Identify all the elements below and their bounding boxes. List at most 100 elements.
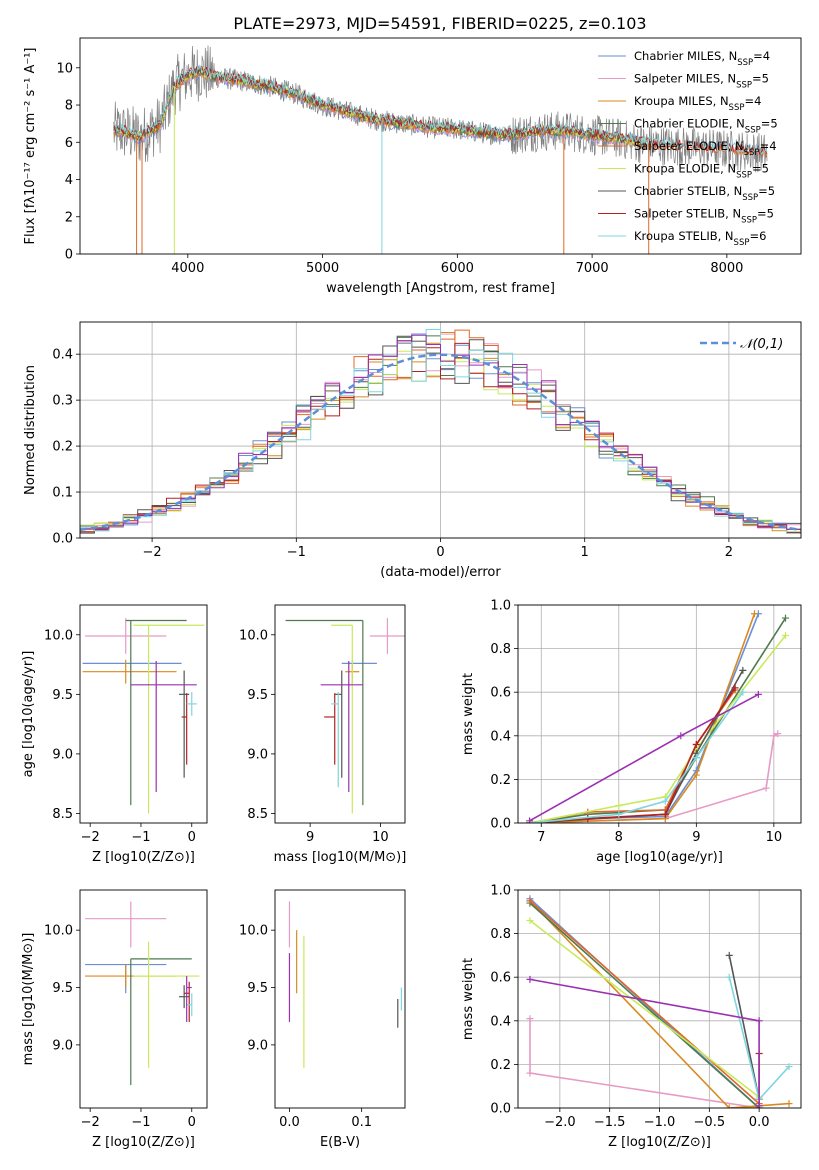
cumulative-marker [526, 897, 534, 905]
y-tick-label: 0.2 [52, 440, 73, 455]
y-tick-label: 9.0 [247, 747, 268, 762]
x-tick-label: 9 [692, 830, 700, 845]
y-tick-label: 0.0 [490, 817, 511, 832]
x-tick-label: −2 [143, 545, 162, 560]
y-tick-label: 0.2 [490, 1058, 511, 1073]
x-tick-label: 0.0 [749, 1115, 770, 1130]
cumulative-marker [785, 1100, 793, 1108]
y-tick-label: 0.8 [490, 927, 511, 942]
plot-frame [79, 37, 802, 255]
errorbars [288, 901, 402, 1068]
y-tick-label: 10.0 [44, 628, 73, 643]
cumulative-marker [762, 784, 770, 792]
x-tick-label: −1 [287, 545, 306, 560]
x-tick-label: 0.0 [279, 1115, 300, 1130]
x-tick-label: 0 [188, 830, 196, 845]
age-vs-mass-panel: 9 10 8.5 9.0 9.5 10.0 mass [log10(M/M⊙)] [239, 604, 407, 865]
cumulative-marker [754, 690, 762, 698]
x-tick-label: 7000 [576, 261, 609, 276]
y-tick-label: 10.0 [239, 628, 268, 643]
y-tick-label: 9.5 [52, 688, 73, 703]
cumulative-marker [781, 632, 789, 640]
x-tick-label: 8 [615, 830, 623, 845]
cumulative-marker [785, 1063, 793, 1071]
y-tick-label: 0.0 [490, 1102, 511, 1117]
x-axis-label: Z [log10(Z/Z⊙)] [92, 1135, 195, 1150]
cumulative-marker [774, 730, 782, 738]
cumulative-marker [526, 975, 534, 983]
x-tick-label: 0.1 [351, 1115, 372, 1130]
y-axis-label: Flux [fλ10⁻¹⁷ erg cm⁻² s⁻¹ A⁻¹] [23, 48, 38, 245]
cumulative-marker [739, 666, 747, 674]
spectrum-panel: 4000 5000 6000 7000 8000 0 2 4 6 8 10 wavelength [A… [23, 37, 802, 296]
y-tick-label: 0.8 [490, 642, 511, 657]
y-tick-label: 0.6 [490, 686, 511, 701]
cumulative-line-chabrier-elodie [529, 902, 760, 1108]
cumulative-lines [526, 610, 789, 823]
y-tick-label: 8.5 [52, 807, 73, 822]
cumulative-marker [725, 1104, 733, 1108]
x-axis-label: Z [log10(Z/Z⊙)] [92, 850, 195, 865]
y-tick-label: 0 [65, 248, 73, 263]
y-tick-label: 1.0 [490, 599, 511, 614]
legend-label: 𝒩(0,1) [740, 337, 783, 352]
x-tick-label: −2 [81, 830, 100, 845]
x-tick-label: 0 [436, 545, 444, 560]
cumulative-marker [725, 951, 733, 959]
errorbars [82, 618, 205, 814]
plot-frame [79, 321, 802, 539]
x-axis-label: (data-model)/error [380, 565, 501, 580]
cumulative-marker [677, 732, 685, 740]
cumulative-marker [770, 732, 778, 740]
plot-frame [79, 604, 208, 824]
y-tick-label: 10.0 [44, 924, 73, 939]
y-tick-label: 10.0 [239, 924, 268, 939]
y-tick-label: 9.0 [52, 747, 73, 762]
errorbars [285, 618, 405, 814]
cumulative-marker [750, 610, 758, 618]
cumulative-line-kroupa-elodie [529, 919, 760, 1098]
cumulative-lines [526, 895, 793, 1108]
x-tick-label: −1 [131, 830, 150, 845]
cumulative-line-chabrier-stelib [728, 955, 760, 1100]
y-axis-label: mass [log10(M/M⊙)] [21, 933, 36, 1066]
x-tick-label: 4000 [171, 261, 204, 276]
x-tick-label: 8000 [710, 261, 743, 276]
y-tick-label: 0.0 [52, 532, 73, 547]
plot-frame [517, 889, 802, 1109]
errorbars [85, 901, 200, 1086]
normal-curve [80, 353, 801, 532]
x-tick-label: −1 [131, 1115, 150, 1130]
cumulative-marker [781, 614, 789, 622]
x-axis-label: age [log10(age/yr)] [596, 850, 723, 865]
cumulative-marker [692, 741, 700, 749]
cumulative-marker [692, 754, 700, 762]
y-tick-label: 2 [65, 210, 73, 225]
cumulative-age-panel: 7 8 9 10 0.0 0.2 0.4 0.6 0.8 1.0 age [log10(age/yr… [461, 599, 802, 865]
x-tick-label: 0 [188, 1115, 196, 1130]
x-axis-label: Z [log10(Z/Z⊙)] [608, 1135, 711, 1150]
cumulative-line-salpeter-elodie [529, 900, 760, 1105]
y-tick-label: 9.0 [247, 1038, 268, 1053]
mass-vs-z-panel: −2 −1 0 9.0 9.5 10.0 Z [log10(Z/Z⊙)] mass [log1… [21, 889, 208, 1150]
x-tick-label: 6000 [441, 261, 474, 276]
histograms [80, 329, 801, 534]
age-vs-z-panel: −2 −1 0 8.5 9.0 9.5 10.0 Z [log10(Z/Z⊙)] age [lo… [21, 604, 208, 865]
y-tick-label: 0.2 [490, 773, 511, 788]
x-axis-label: mass [log10(M/M⊙)] [274, 850, 407, 865]
x-tick-label: 10 [372, 830, 389, 845]
y-tick-label: 10 [56, 61, 73, 76]
cumulative-marker [725, 973, 733, 981]
x-tick-label: 1 [581, 545, 589, 560]
x-tick-label: 5000 [306, 261, 339, 276]
cumulative-marker [661, 810, 669, 818]
cumulative-line-kroupa-miles [529, 613, 756, 823]
y-axis-label: Normed distribution [23, 365, 38, 495]
y-tick-label: 0.6 [490, 971, 511, 986]
x-tick-label: −2 [81, 1115, 100, 1130]
y-tick-label: 0.3 [52, 394, 73, 409]
y-tick-label: 1.0 [490, 884, 511, 899]
x-tick-label: −1.5 [594, 1115, 626, 1130]
x-tick-label: −2.0 [544, 1115, 576, 1130]
